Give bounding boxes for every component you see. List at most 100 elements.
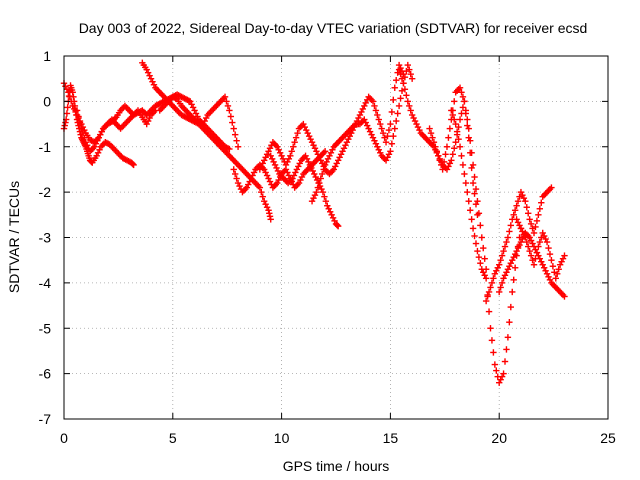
data-point <box>372 107 380 114</box>
data-point <box>129 160 137 168</box>
data-point <box>276 149 284 156</box>
data-point <box>453 128 461 135</box>
data-point <box>464 188 471 196</box>
data-point <box>267 216 274 223</box>
data-point <box>511 250 519 258</box>
data-point <box>539 261 546 268</box>
data-point <box>511 207 519 214</box>
data-point <box>455 135 462 143</box>
data-point <box>362 99 369 107</box>
data-point <box>458 152 465 160</box>
data-point <box>221 93 229 101</box>
data-point <box>390 96 397 104</box>
data-point <box>498 279 506 287</box>
data-point <box>310 194 317 202</box>
data-point <box>391 125 398 132</box>
data-point <box>387 148 394 155</box>
y-tick-labels: 1 0 -1 -2 -3 -4 -5 -6 -7 <box>39 48 52 427</box>
data-point <box>535 211 542 219</box>
data-point <box>388 108 396 116</box>
data-point <box>266 178 274 185</box>
data-point <box>516 241 523 249</box>
data-point <box>263 204 271 211</box>
data-point <box>366 128 374 135</box>
data-point <box>529 240 536 247</box>
data-point <box>359 105 367 113</box>
data-point <box>538 199 545 206</box>
data-point <box>501 243 509 250</box>
data-point <box>395 102 403 110</box>
data-point <box>472 240 480 247</box>
data-point <box>61 122 68 129</box>
data-point <box>230 125 237 132</box>
data-point <box>318 185 325 193</box>
data-point <box>538 258 545 265</box>
data-point <box>451 116 458 123</box>
data-point <box>147 75 155 82</box>
data-point <box>552 275 559 282</box>
data-point <box>322 198 330 205</box>
data-point <box>73 107 81 114</box>
x-tick-label: 10 <box>274 430 290 446</box>
y-tick-label: -1 <box>39 139 52 155</box>
data-point <box>510 276 517 284</box>
data-point <box>446 125 454 132</box>
data-point <box>527 220 535 228</box>
data-point <box>368 131 375 138</box>
data-point <box>149 78 156 85</box>
data-point <box>533 249 541 256</box>
data-point <box>491 270 499 277</box>
data-point <box>287 152 294 160</box>
data-point <box>224 102 232 110</box>
data-point <box>504 334 512 341</box>
data-point <box>474 198 481 205</box>
data-point <box>561 252 568 259</box>
data-point <box>427 129 435 137</box>
data-point <box>433 148 441 155</box>
data-point <box>408 75 416 82</box>
data-point <box>226 107 233 114</box>
data-point <box>503 238 510 246</box>
data-point <box>471 190 478 197</box>
data-point <box>288 148 295 155</box>
data-point <box>290 143 297 150</box>
data-point <box>329 214 337 222</box>
data-point <box>448 107 455 114</box>
data-point <box>308 198 316 205</box>
series-track-o <box>513 216 568 282</box>
data-point <box>501 272 509 279</box>
data-point <box>451 98 458 105</box>
data-point <box>503 269 510 276</box>
data-point <box>282 161 290 169</box>
data-point <box>475 210 483 217</box>
data-point <box>506 263 513 270</box>
series-track-e <box>156 91 242 150</box>
data-point <box>545 244 552 252</box>
data-point <box>397 70 404 78</box>
data-point <box>468 216 475 223</box>
data-point <box>469 161 477 169</box>
data-point <box>378 125 385 132</box>
series-track-a <box>60 82 137 169</box>
data-point <box>262 201 269 208</box>
data-point <box>482 297 490 305</box>
data-point <box>542 267 549 274</box>
data-point <box>546 250 554 258</box>
data-point <box>227 113 235 120</box>
data-point <box>146 72 153 79</box>
data-point <box>406 102 413 110</box>
data-point <box>525 243 532 250</box>
data-point <box>496 261 503 268</box>
data-point <box>459 104 467 111</box>
axis-ticks <box>63 55 609 420</box>
data-point <box>372 140 380 147</box>
data-point <box>410 114 417 122</box>
data-point <box>494 264 501 271</box>
data-point <box>258 188 265 196</box>
data-point <box>475 253 483 261</box>
data-point <box>481 272 488 279</box>
data-point <box>270 158 277 166</box>
data-point <box>391 84 398 91</box>
x-axis-title: GPS time / hours <box>283 458 390 474</box>
data-point <box>465 134 472 141</box>
